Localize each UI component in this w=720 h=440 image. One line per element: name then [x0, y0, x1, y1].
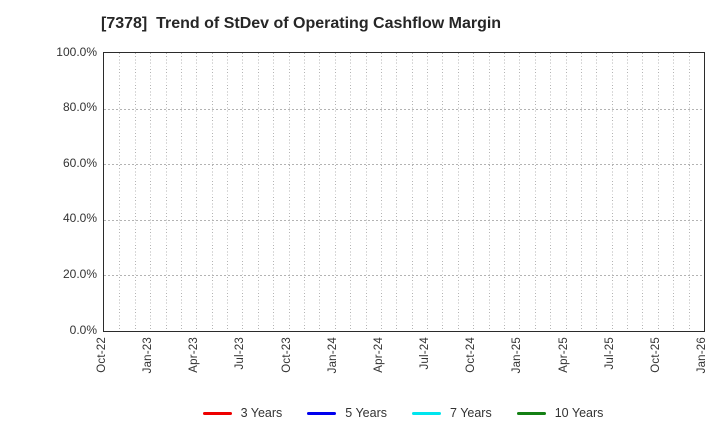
legend-item-3-years: 3 Years: [202, 406, 283, 420]
legend-line-icon: [516, 411, 546, 415]
x-tick-label: Jul-24: [419, 337, 432, 370]
x-tick-label: Jan-26: [696, 337, 708, 374]
legend-label-7-years: 7 Years: [450, 406, 492, 420]
x-tick-label: Jan-24: [326, 337, 339, 374]
legend-item-7-years: 7 Years: [412, 406, 492, 420]
chart-title: [7378] Trend of StDev of Operating Cashf…: [101, 15, 502, 32]
legend-line-icon: [202, 411, 232, 415]
legend-line-icon: [412, 411, 442, 415]
x-tick-label: Jul-23: [234, 337, 247, 370]
y-tick-label: 0.0%: [69, 322, 97, 337]
y-tick-label: 100.0%: [56, 44, 97, 59]
x-tick-label: Jan-23: [142, 337, 155, 374]
x-tick-label: Apr-24: [372, 337, 385, 373]
x-tick-label: Jan-25: [511, 337, 524, 374]
y-tick-label: 40.0%: [62, 211, 97, 226]
legend-item-10-years: 10 Years: [516, 406, 604, 420]
legend-label-10-years: 10 Years: [554, 406, 604, 420]
legend: 3 Years 5 Years 7 Years 10 Years: [103, 401, 703, 425]
y-tick-label: 60.0%: [62, 155, 97, 170]
legend-line-icon: [307, 411, 337, 415]
x-tick-label: Oct-25: [649, 337, 662, 373]
x-tick-label: Jul-25: [603, 337, 616, 370]
x-tick-label: Apr-23: [188, 337, 201, 373]
x-tick-label: Oct-23: [280, 337, 293, 373]
y-tick-label: 20.0%: [62, 266, 97, 281]
y-tick-label: 80.0%: [62, 100, 97, 115]
x-tick-label: Oct-24: [465, 337, 478, 373]
plot-gridlines: [104, 53, 704, 331]
x-tick-label: Apr-25: [557, 337, 570, 373]
legend-item-5-years: 5 Years: [307, 406, 387, 420]
x-tick-label: Oct-22: [96, 337, 108, 373]
legend-label-3-years: 3 Years: [240, 406, 283, 420]
legend-label-5-years: 5 Years: [345, 406, 388, 420]
plot-area: [103, 52, 705, 332]
